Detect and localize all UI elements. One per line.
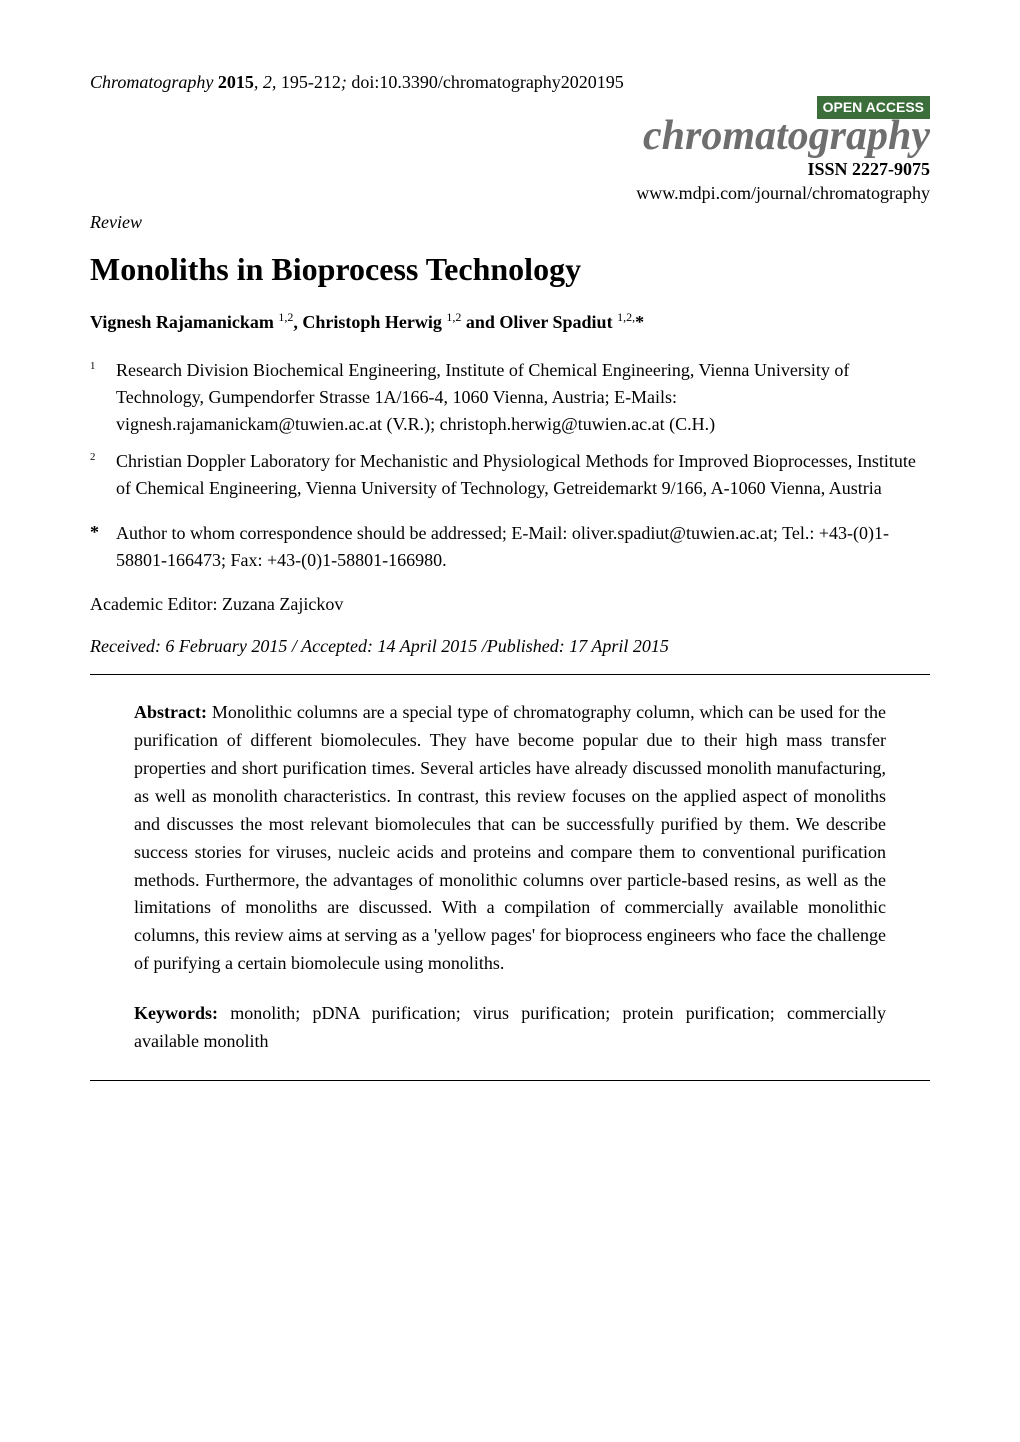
affiliation-marker: 1 bbox=[90, 357, 116, 438]
journal-name: Chromatography bbox=[90, 72, 213, 92]
running-header: Chromatography 2015, 2, 195-212; doi:10.… bbox=[90, 70, 930, 94]
journal-logo: chromatography bbox=[90, 115, 930, 157]
author-affil-sup: 1,2, bbox=[617, 310, 635, 324]
horizontal-rule-bottom bbox=[90, 1080, 930, 1081]
affiliation-row: 1 Research Division Biochemical Engineer… bbox=[90, 357, 930, 438]
publication-year: 2015 bbox=[218, 72, 254, 92]
keywords-text: monolith; pDNA purification; virus purif… bbox=[134, 1003, 886, 1051]
keywords-label: Keywords: bbox=[134, 1003, 218, 1023]
affiliations: 1 Research Division Biochemical Engineer… bbox=[90, 357, 930, 502]
pages: 195-212 bbox=[281, 72, 341, 92]
correspondence-marker: * bbox=[90, 520, 116, 574]
author-affil-sup: 1,2 bbox=[278, 310, 293, 324]
journal-url: www.mdpi.com/journal/chromatography bbox=[90, 181, 930, 205]
affiliation-marker: 2 bbox=[90, 448, 116, 502]
academic-editor: Academic Editor: Zuzana Zajickov bbox=[90, 592, 930, 616]
abstract-label: Abstract: bbox=[134, 702, 207, 722]
authors-line: Vignesh Rajamanickam 1,2, Christoph Herw… bbox=[90, 309, 930, 334]
keywords: Keywords: monolith; pDNA purification; v… bbox=[90, 1000, 930, 1056]
article-dates: Received: 6 February 2015 / Accepted: 14… bbox=[90, 634, 930, 658]
header-sep-2: , bbox=[272, 72, 281, 92]
horizontal-rule-top bbox=[90, 674, 930, 675]
abstract: Abstract: Monolithic columns are a speci… bbox=[90, 699, 930, 978]
affiliation-text: Christian Doppler Laboratory for Mechani… bbox=[116, 448, 930, 502]
volume: 2 bbox=[263, 72, 272, 92]
doi: doi:10.3390/chromatography2020195 bbox=[351, 72, 623, 92]
affiliation-text: Research Division Biochemical Engineerin… bbox=[116, 357, 930, 438]
header-sep-3: ; bbox=[341, 72, 352, 92]
author-affil-sup: 1,2 bbox=[446, 310, 461, 324]
abstract-text: Monolithic columns are a special type of… bbox=[134, 702, 886, 973]
issn: ISSN 2227-9075 bbox=[90, 157, 930, 181]
article-title: Monoliths in Bioprocess Technology bbox=[90, 248, 930, 291]
correspondence-text: Author to whom correspondence should be … bbox=[116, 520, 930, 574]
document-type: Review bbox=[90, 210, 930, 234]
correspondence: * Author to whom correspondence should b… bbox=[90, 520, 930, 574]
affiliation-row: 2 Christian Doppler Laboratory for Mecha… bbox=[90, 448, 930, 502]
header-sep-1: , bbox=[254, 72, 263, 92]
